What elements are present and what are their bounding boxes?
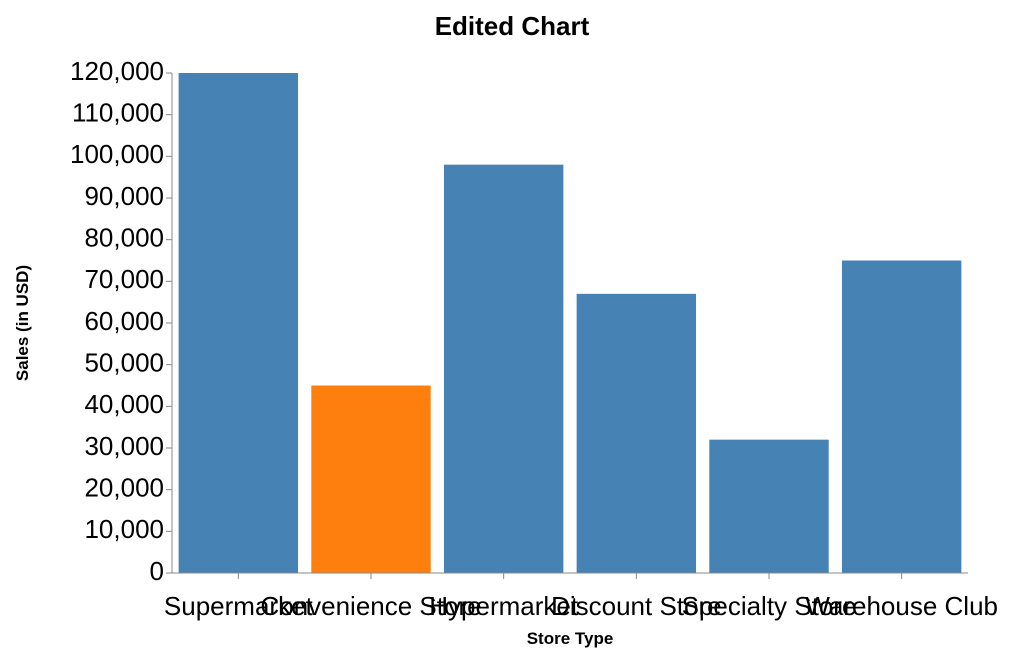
x-tick-label: Hypermarket bbox=[429, 591, 579, 621]
y-tick-label: 80,000 bbox=[84, 223, 164, 253]
y-tick-label: 50,000 bbox=[84, 348, 164, 378]
bar-discount-store bbox=[576, 293, 697, 573]
bar-convenience-store bbox=[311, 385, 431, 573]
y-axis: 0 10,000 20,000 30,000 40,000 50,000 60,000 70,… bbox=[70, 56, 173, 586]
y-tick-label: 20,000 bbox=[84, 473, 164, 503]
x-axis-title: Store Type bbox=[527, 629, 614, 648]
y-tick-label: 10,000 bbox=[84, 514, 164, 544]
x-tick-label: Discount Store bbox=[551, 591, 722, 621]
plot-area: 0 10,000 20,000 30,000 40,000 50,000 60,000 70,… bbox=[70, 56, 998, 621]
y-tick-label: 60,000 bbox=[84, 306, 164, 336]
y-tick-label: 90,000 bbox=[84, 181, 164, 211]
bar-specialty-store bbox=[709, 439, 829, 573]
x-tick-label: Specialty Store bbox=[682, 591, 857, 621]
y-axis-title: Sales (in USD) bbox=[13, 265, 32, 381]
bar-supermarket bbox=[178, 73, 299, 573]
y-tick-label: 70,000 bbox=[84, 264, 164, 294]
x-tick-label: Convenience Store bbox=[260, 591, 481, 621]
y-tick-label: 110,000 bbox=[72, 98, 164, 128]
y-tick-label: 0 bbox=[150, 556, 164, 586]
y-tick-label: 100,000 bbox=[70, 139, 164, 169]
y-tick-label: 40,000 bbox=[84, 389, 164, 419]
chart-title: Edited Chart bbox=[435, 11, 590, 41]
x-tick-label: Warehouse Club bbox=[805, 591, 998, 621]
bar-hypermarket bbox=[443, 164, 564, 573]
y-tick-label: 120,000 bbox=[70, 56, 164, 86]
y-tick-label: 30,000 bbox=[84, 431, 164, 461]
bar-warehouse-club bbox=[841, 260, 962, 573]
x-tick-label: Supermarket bbox=[164, 591, 314, 621]
bars-group bbox=[178, 73, 962, 573]
